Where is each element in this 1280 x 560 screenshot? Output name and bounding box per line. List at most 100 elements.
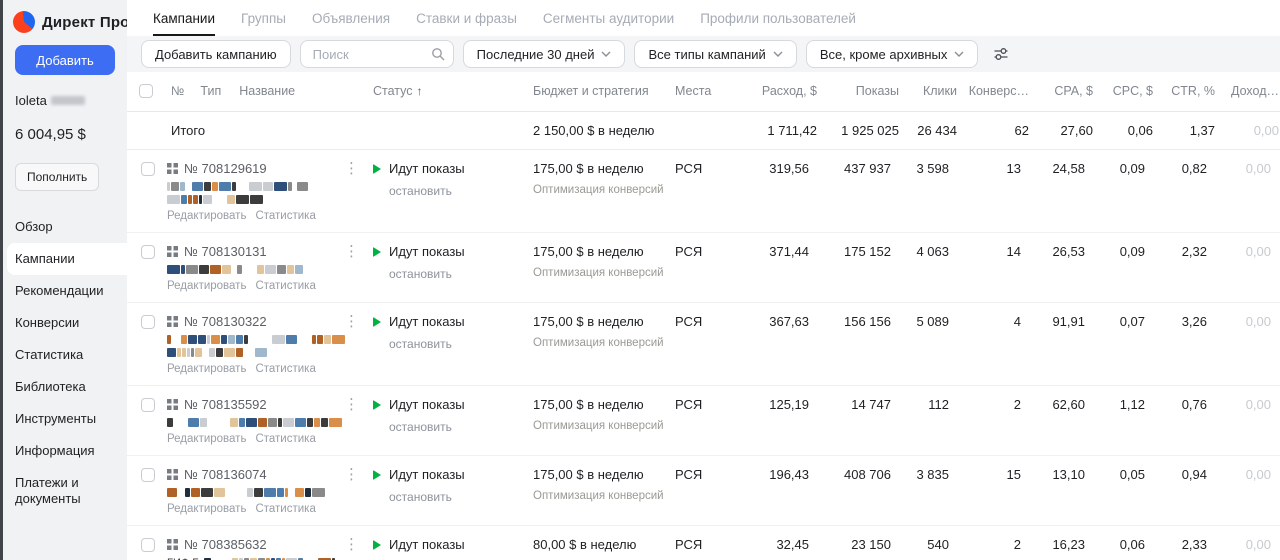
conversions-value: 2 (957, 386, 1029, 455)
stop-link[interactable]: остановить (389, 267, 533, 281)
stop-link[interactable]: остановить (389, 420, 533, 434)
stop-link[interactable]: остановить (389, 184, 533, 198)
col-income[interactable]: Доход… (1215, 72, 1279, 111)
filter-campaign-type[interactable]: Все типы кампаний (634, 40, 796, 68)
campaign-id[interactable]: № 708385632 (184, 537, 267, 552)
stats-link[interactable]: Статистика (255, 280, 315, 292)
col-ctr[interactable]: CTR, % (1153, 72, 1215, 111)
income-value: 0,00 (1215, 526, 1279, 560)
campaign-name-redacted[interactable] (167, 264, 373, 275)
campaign-id[interactable]: № 708130322 (184, 314, 267, 329)
play-icon (373, 317, 381, 327)
filters-settings-button[interactable] (987, 40, 1015, 68)
campaign-id[interactable]: № 708130131 (184, 244, 267, 259)
col-clicks[interactable]: Клики (899, 72, 957, 111)
row-checkbox[interactable] (141, 162, 155, 176)
ctr-value: 2,33 (1153, 526, 1215, 560)
col-conversions[interactable]: Конверс… (957, 72, 1029, 111)
add-button[interactable]: Добавить (15, 45, 115, 75)
tab-audience-segments[interactable]: Сегменты аудитории (543, 0, 674, 36)
shows-value: 156 156 (817, 303, 899, 385)
budget-value: 175,00 $ в неделю (533, 244, 675, 259)
tab-groups[interactable]: Группы (241, 0, 286, 36)
topup-button[interactable]: Пополнить (15, 163, 99, 191)
edit-link[interactable]: Редактировать (167, 280, 246, 292)
table-body: № 708129619 ⋮ Редактировать Статистика И… (127, 150, 1280, 560)
kebab-menu-icon[interactable]: ⋮ (344, 163, 359, 175)
filter-archive-state[interactable]: Все, кроме архивных (806, 40, 979, 68)
kebab-menu-icon[interactable]: ⋮ (344, 316, 359, 328)
tab-user-profiles[interactable]: Профили пользователей (700, 0, 856, 36)
spend-value: 371,44 (733, 233, 817, 302)
kebab-menu-icon[interactable]: ⋮ (344, 246, 359, 258)
conversions-value: 15 (957, 456, 1029, 525)
sidebar-item-conversions[interactable]: Конверсии (3, 307, 127, 339)
edit-link[interactable]: Редактировать (167, 363, 246, 375)
add-campaign-button[interactable]: Добавить кампанию (141, 40, 291, 68)
income-value: 0,00 (1215, 150, 1279, 232)
col-status[interactable]: Статус↑ (373, 72, 533, 111)
ctr-value: 2,32 (1153, 233, 1215, 302)
stats-link[interactable]: Статистика (255, 433, 315, 445)
campaign-id[interactable]: № 708136074 (184, 467, 267, 482)
campaign-name-redacted[interactable] (167, 417, 373, 428)
edit-link[interactable]: Редактировать (167, 210, 246, 222)
row-checkbox[interactable] (141, 315, 155, 329)
ctr-value: 3,26 (1153, 303, 1215, 385)
col-num[interactable]: № (171, 84, 184, 101)
sidebar-item-campaigns[interactable]: Кампании (7, 243, 127, 275)
campaign-id[interactable]: № 708129619 (184, 161, 267, 176)
sidebar-item-tools[interactable]: Инструменты (3, 403, 127, 435)
kebab-menu-icon[interactable]: ⋮ (344, 539, 359, 551)
tab-ads[interactable]: Объявления (312, 0, 390, 36)
edit-link[interactable]: Редактировать (167, 433, 246, 445)
account-switcher[interactable]: Ioleta (3, 87, 127, 110)
row-checkbox[interactable] (141, 398, 155, 412)
tab-campaigns[interactable]: Кампании (153, 0, 215, 36)
col-cpa[interactable]: CPA, $ (1029, 72, 1093, 111)
campaign-name-redacted[interactable] (167, 334, 373, 358)
brand: Директ Про (3, 0, 127, 43)
sidebar-item-payments[interactable]: Платежи и документы (3, 467, 127, 515)
col-spend[interactable]: Расход, $ (733, 72, 817, 111)
stats-link[interactable]: Статистика (255, 210, 315, 222)
col-shows[interactable]: Показы (817, 72, 899, 111)
filter-archive-state-label: Все, кроме архивных (820, 47, 948, 62)
filter-campaign-type-label: Все типы кампаний (648, 47, 765, 62)
tab-bids-phrases[interactable]: Ставки и фразы (416, 0, 517, 36)
sidebar-item-recommendations[interactable]: Рекомендации (3, 275, 127, 307)
col-cpc[interactable]: CPC, $ (1093, 72, 1153, 111)
kebab-menu-icon[interactable]: ⋮ (344, 399, 359, 411)
totals-cpc: 0,06 (1093, 123, 1153, 138)
stop-link[interactable]: остановить (389, 337, 533, 351)
sidebar-item-library[interactable]: Библиотека (3, 371, 127, 403)
col-type[interactable]: Тип (200, 84, 221, 101)
stats-link[interactable]: Статистика (255, 503, 315, 515)
row-checkbox[interactable] (141, 468, 155, 482)
sidebar-item-overview[interactable]: Обзор (3, 211, 127, 243)
clicks-value: 3 835 (899, 456, 957, 525)
edit-link[interactable]: Редактировать (167, 503, 246, 515)
stats-link[interactable]: Статистика (255, 363, 315, 375)
totals-ctr: 1,37 (1153, 123, 1215, 138)
campaign-name-redacted[interactable] (167, 181, 373, 205)
campaign-name-redacted[interactable] (167, 487, 373, 498)
filter-date-range[interactable]: Последние 30 дней (463, 40, 626, 68)
kebab-menu-icon[interactable]: ⋮ (344, 469, 359, 481)
sidebar-item-statistics[interactable]: Статистика (3, 339, 127, 371)
row-checkbox[interactable] (141, 538, 155, 552)
col-name[interactable]: Название (239, 84, 295, 101)
budget-value: 175,00 $ в неделю (533, 467, 675, 482)
row-checkbox[interactable] (141, 245, 155, 259)
cpc-value: 1,12 (1093, 386, 1153, 455)
search-input[interactable] (311, 46, 431, 63)
sidebar-item-information[interactable]: Информация (3, 435, 127, 467)
col-budget[interactable]: Бюджет и стратегия (533, 72, 675, 111)
stop-link[interactable]: остановить (389, 490, 533, 504)
campaign-id[interactable]: № 708135592 (184, 397, 267, 412)
search-icon (431, 47, 445, 61)
play-icon (373, 540, 381, 550)
col-places[interactable]: Места (675, 72, 733, 111)
spend-value: 367,63 (733, 303, 817, 385)
select-all-checkbox[interactable] (139, 84, 153, 98)
